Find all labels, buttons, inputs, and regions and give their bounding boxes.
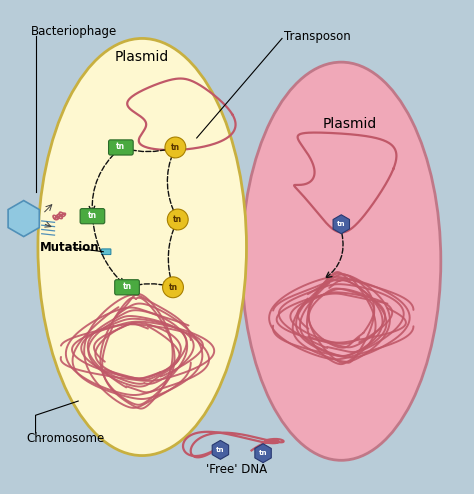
- FancyBboxPatch shape: [101, 249, 111, 254]
- Ellipse shape: [38, 39, 246, 455]
- Text: tn: tn: [116, 142, 126, 152]
- FancyBboxPatch shape: [115, 280, 139, 295]
- Text: tn: tn: [122, 282, 132, 291]
- FancyBboxPatch shape: [80, 208, 105, 224]
- Circle shape: [163, 277, 183, 298]
- Text: Plasmid: Plasmid: [115, 50, 169, 64]
- Ellipse shape: [242, 62, 441, 460]
- Text: tn: tn: [173, 215, 182, 224]
- Text: Plasmid: Plasmid: [322, 117, 376, 131]
- Polygon shape: [255, 444, 271, 463]
- Polygon shape: [212, 440, 228, 459]
- FancyBboxPatch shape: [109, 140, 133, 155]
- Text: tn: tn: [259, 450, 267, 456]
- Polygon shape: [333, 215, 349, 234]
- Text: tn: tn: [216, 447, 225, 453]
- Text: tn: tn: [88, 211, 97, 220]
- Text: tn: tn: [171, 143, 180, 152]
- Text: Bacteriophage: Bacteriophage: [31, 25, 117, 38]
- Text: Transposon: Transposon: [284, 30, 351, 42]
- Circle shape: [165, 137, 186, 158]
- Text: Mutation: Mutation: [40, 241, 100, 253]
- Text: tn: tn: [337, 221, 346, 227]
- Polygon shape: [8, 201, 39, 237]
- Text: tn: tn: [168, 283, 178, 292]
- Circle shape: [167, 209, 188, 230]
- Text: 'Free' DNA: 'Free' DNA: [207, 463, 267, 476]
- Text: Chromosome: Chromosome: [26, 432, 104, 446]
